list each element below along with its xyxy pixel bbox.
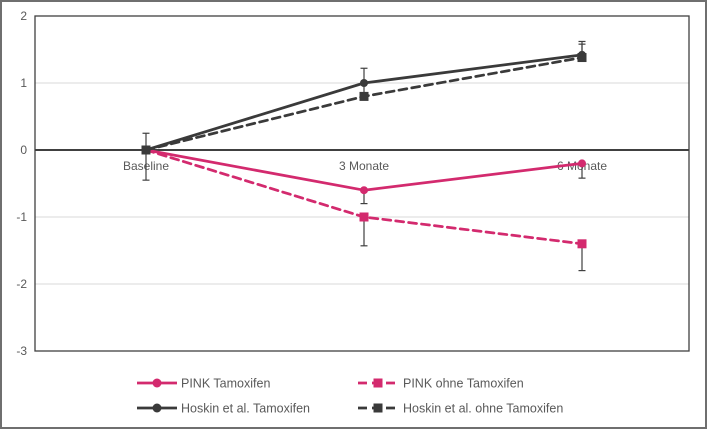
legend-label: PINK ohne Tamoxifen <box>403 376 524 390</box>
y-tick-label: -2 <box>16 277 27 291</box>
y-tick-label: 2 <box>20 9 27 23</box>
legend-marker <box>373 403 383 413</box>
legend-item: Hoskin et al. ohne Tamoxifen <box>358 401 563 415</box>
data-point-square <box>359 212 369 222</box>
y-tick-label: -3 <box>16 344 27 358</box>
plot-border <box>34 15 690 352</box>
y-tick-label: -1 <box>16 210 27 224</box>
legend-label: Hoskin et al. ohne Tamoxifen <box>403 401 563 415</box>
data-point-circle <box>578 159 586 168</box>
data-point-square <box>577 239 587 249</box>
legend-marker <box>373 378 383 388</box>
legend-item: PINK Tamoxifen <box>137 376 270 390</box>
legend-marker <box>152 378 162 388</box>
data-point-square <box>141 145 151 155</box>
y-tick-label: 0 <box>20 143 27 157</box>
legend-label: Hoskin et al. Tamoxifen <box>181 401 310 415</box>
data-point-square <box>577 53 587 63</box>
legend-item: Hoskin et al. Tamoxifen <box>137 401 310 415</box>
legend-marker <box>152 403 162 413</box>
y-tick-label: 1 <box>20 76 27 90</box>
data-point-circle <box>360 186 368 195</box>
x-category-label: 3 Monate <box>339 159 389 173</box>
data-point-circle <box>360 79 368 87</box>
legend-item: PINK ohne Tamoxifen <box>358 376 524 390</box>
legend-label: PINK Tamoxifen <box>181 376 270 390</box>
data-point-square <box>359 91 369 101</box>
